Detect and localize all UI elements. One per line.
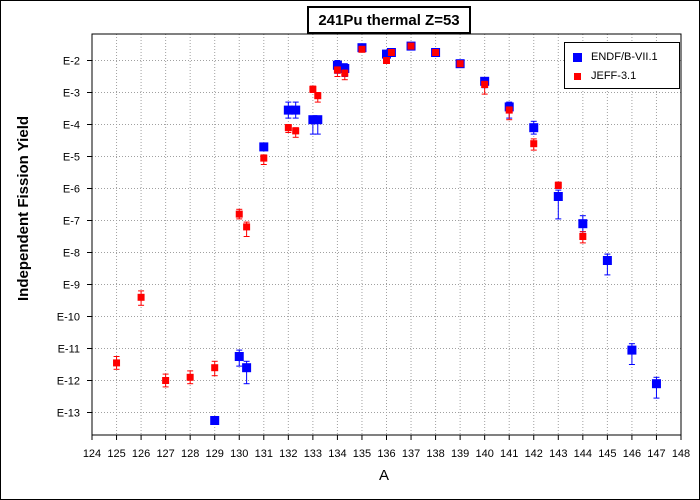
x-tick-label: 124 [83,448,101,460]
data-point-jeff [530,140,538,148]
x-tick-label: 140 [475,448,493,460]
legend-entry-jeff: JEFF-3.1 [573,70,636,82]
y-tick-label: E-6 [63,184,80,196]
legend-entry-endf: ENDF/B-VII.1 [573,51,658,63]
legend-swatch-jeff [574,72,581,80]
legend-label-jeff: JEFF-3.1 [591,70,637,82]
y-tick-label: E-13 [57,408,80,420]
data-point-endf [259,142,269,152]
x-tick-label: 148 [672,448,690,460]
data-point-jeff [235,210,243,218]
data-point-jeff [243,223,251,231]
x-tick-label: 143 [549,448,567,460]
axis-layer: 124 125 126 127 128 129 130 131 132 133 134 135 136 1… [57,33,690,460]
data-point-jeff [314,92,322,100]
x-tick-label: 130 [230,448,248,460]
data-point-jeff [432,49,440,56]
data-point-jeff [505,106,513,114]
chart-title: 241Pu thermal Z=53 [307,6,471,34]
data-point-jeff [407,42,415,50]
x-tick-label: 128 [181,448,199,460]
y-tick-label: E-8 [63,248,80,260]
data-point-jeff [260,154,268,162]
y-tick-label: E-9 [63,280,80,292]
plot-border [91,33,682,436]
x-tick-label: 131 [255,448,273,460]
x-tick-label: 147 [647,448,665,460]
data-point-endf [242,363,252,373]
x-tick-label: 145 [598,448,616,460]
data-point-jeff [554,181,562,189]
data-point-jeff [341,69,349,77]
data-point-endf [382,49,391,59]
data-point-endf [578,219,588,229]
x-tick-label: 141 [500,448,518,460]
legend: ENDF/B-VII.1 JEFF-3.1 [564,42,680,89]
data-point-jeff [333,66,341,74]
x-tick-label: 134 [328,448,346,460]
data-point-jeff [383,57,390,64]
data-point-jeff [162,377,170,384]
y-tick-label: E-5 [63,152,80,164]
data-point-jeff [309,85,317,93]
data-point-jeff [456,60,464,68]
data-point-endf [308,115,318,125]
data-point-endf [553,192,563,201]
data-point-endf [234,352,244,361]
y-tick-label: E-4 [63,120,80,132]
x-tick-label: 126 [132,448,150,460]
data-point-jeff [579,233,587,240]
data-point-endf [602,256,612,265]
data-layer [113,41,661,425]
x-tick-label: 144 [574,448,592,460]
x-tick-label: 146 [623,448,641,460]
data-point-endf [332,60,342,70]
data-point-endf [291,105,301,115]
data-point-endf [283,105,293,115]
x-axis-label: A [379,467,390,484]
x-tick-label: 138 [426,448,444,460]
data-point-jeff [284,124,292,132]
data-point-endf [313,115,323,125]
data-point-endf [651,379,661,389]
x-tick-label: 127 [156,448,174,460]
data-point-jeff [137,293,145,301]
y-tick-label: E-3 [63,88,80,100]
y-tick-label: E-10 [57,312,80,324]
data-point-endf [340,64,350,73]
y-tick-label: E-2 [63,56,80,68]
legend-label-endf: ENDF/B-VII.1 [591,51,658,63]
x-tick-label: 139 [451,448,469,460]
data-point-jeff [113,359,121,367]
data-point-jeff [358,45,366,53]
x-tick-label: 133 [304,448,322,460]
x-tick-label: 125 [107,448,125,460]
data-point-endf [210,416,220,425]
y-axis-label: Independent Fission Yield [15,115,32,301]
data-point-jeff [186,373,194,381]
legend-swatch-endf [573,52,582,62]
data-point-endf [627,345,637,355]
x-tick-label: 129 [206,448,224,460]
x-tick-label: 142 [525,448,543,460]
y-tick-label: E-12 [57,376,80,388]
data-point-jeff [211,364,219,372]
x-tick-label: 137 [402,448,420,460]
x-tick-label: 132 [279,448,297,460]
x-tick-label: 136 [377,448,395,460]
y-tick-label: E-11 [58,344,80,356]
data-point-endf [529,123,539,133]
x-tick-label: 135 [353,448,371,460]
data-point-jeff [481,81,489,88]
y-tick-label: E-7 [63,216,80,228]
data-point-jeff [387,49,395,56]
data-point-jeff [292,127,300,135]
grid-layer [92,34,681,435]
